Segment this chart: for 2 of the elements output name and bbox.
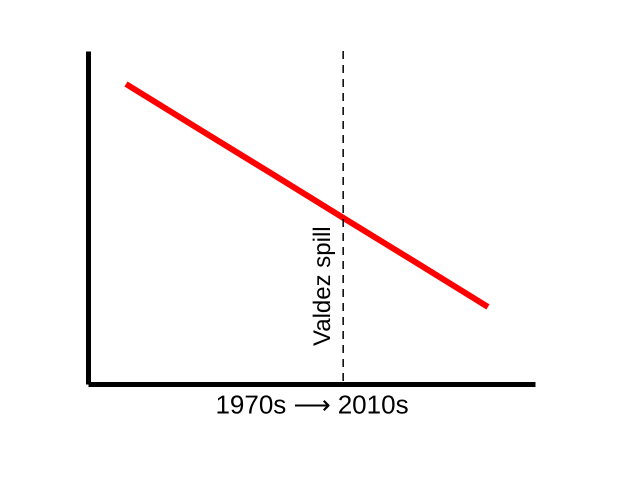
- x-axis-title: 1970s ⟶ 2010s: [215, 390, 409, 420]
- annotation: Valdez spill: [309, 226, 336, 346]
